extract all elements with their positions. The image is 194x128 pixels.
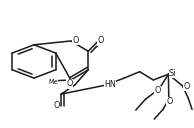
Text: O: O [53,101,59,110]
Text: O: O [154,86,161,95]
Text: Me: Me [48,79,58,85]
Text: O: O [73,36,79,45]
Text: HN: HN [104,80,116,89]
Text: Si: Si [169,69,176,78]
Text: O: O [184,82,190,91]
Text: O: O [98,36,104,45]
Text: O: O [167,97,173,106]
Text: O: O [67,79,73,88]
